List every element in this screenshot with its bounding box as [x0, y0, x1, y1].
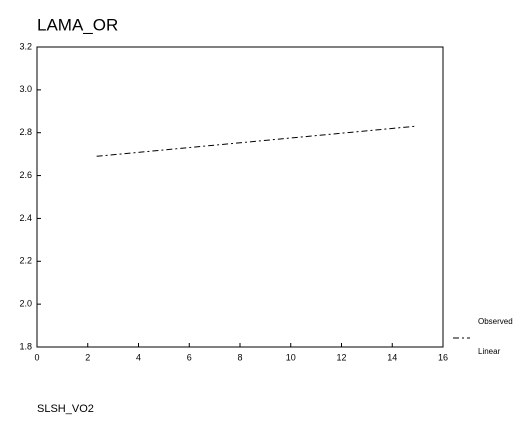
x-tick-label: 0 [34, 352, 39, 362]
chart: LAMA_OR SLSH_VO2 1.8 2.0 2.2 2.4 2.6 2.8 3.0 3.… [0, 0, 526, 422]
legend-label: Linear [478, 347, 501, 356]
x-tick-label: 16 [438, 352, 448, 362]
x-axis-label: SLSH_VO2 [37, 403, 94, 415]
fit-line [97, 126, 415, 156]
x-tick-label: 2 [85, 352, 90, 362]
x-tick-label: 8 [237, 352, 242, 362]
plot-frame [37, 47, 443, 347]
chart-title: LAMA_OR [37, 15, 118, 34]
x-tick-label: 6 [187, 352, 192, 362]
x-tick-label: 12 [336, 352, 346, 362]
x-tick-label: 14 [387, 352, 397, 362]
legend-label: Observed [478, 317, 513, 326]
y-tick-label: 3.2 [19, 41, 32, 51]
y-tick-label: 2.4 [19, 213, 32, 223]
y-tick-label: 2.6 [19, 170, 32, 180]
y-tick-label: 2.8 [19, 127, 32, 137]
x-tick-label: 10 [286, 352, 296, 362]
x-tick-label: 4 [136, 352, 141, 362]
y-tick-label: 2.2 [19, 256, 32, 266]
y-tick-label: 3.0 [19, 84, 32, 94]
y-tick-label: 1.8 [19, 341, 32, 351]
y-tick-label: 2.0 [19, 299, 32, 309]
